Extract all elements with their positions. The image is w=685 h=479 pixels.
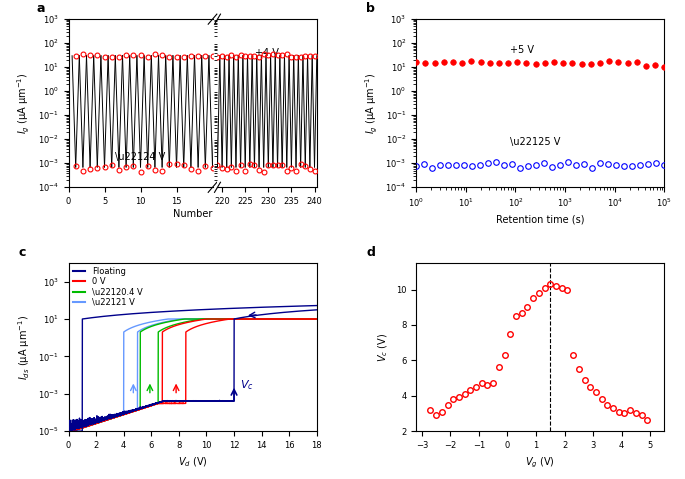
- Text: Number: Number: [173, 209, 212, 219]
- Text: b: b: [366, 2, 375, 15]
- Text: \u22124 V: \u22124 V: [115, 152, 166, 162]
- Y-axis label: $I_g$ (μA μm$^{-1}$): $I_g$ (μA μm$^{-1}$): [16, 72, 32, 134]
- X-axis label: $V_g$ (V): $V_g$ (V): [525, 456, 555, 470]
- Text: $V_c$: $V_c$: [240, 378, 253, 392]
- Text: \u22125 V: \u22125 V: [510, 137, 561, 147]
- Y-axis label: $V_c$ (V): $V_c$ (V): [377, 332, 390, 362]
- X-axis label: Retention time (s): Retention time (s): [496, 215, 584, 225]
- Text: a: a: [37, 2, 45, 15]
- Text: d: d: [366, 246, 375, 259]
- Y-axis label: $I_g$ (μA μm$^{-1}$): $I_g$ (μA μm$^{-1}$): [364, 72, 379, 134]
- Text: +5 V: +5 V: [510, 45, 534, 55]
- X-axis label: $V_d$ (V): $V_d$ (V): [178, 456, 208, 469]
- Text: +4 V: +4 V: [256, 48, 279, 58]
- Legend: Floating, 0 V, \u22120.4 V, \u22121 V: Floating, 0 V, \u22120.4 V, \u22121 V: [73, 267, 142, 307]
- Y-axis label: $I_{ds}$ (μA μm$^{-1}$): $I_{ds}$ (μA μm$^{-1}$): [16, 315, 32, 379]
- Text: c: c: [18, 246, 26, 259]
